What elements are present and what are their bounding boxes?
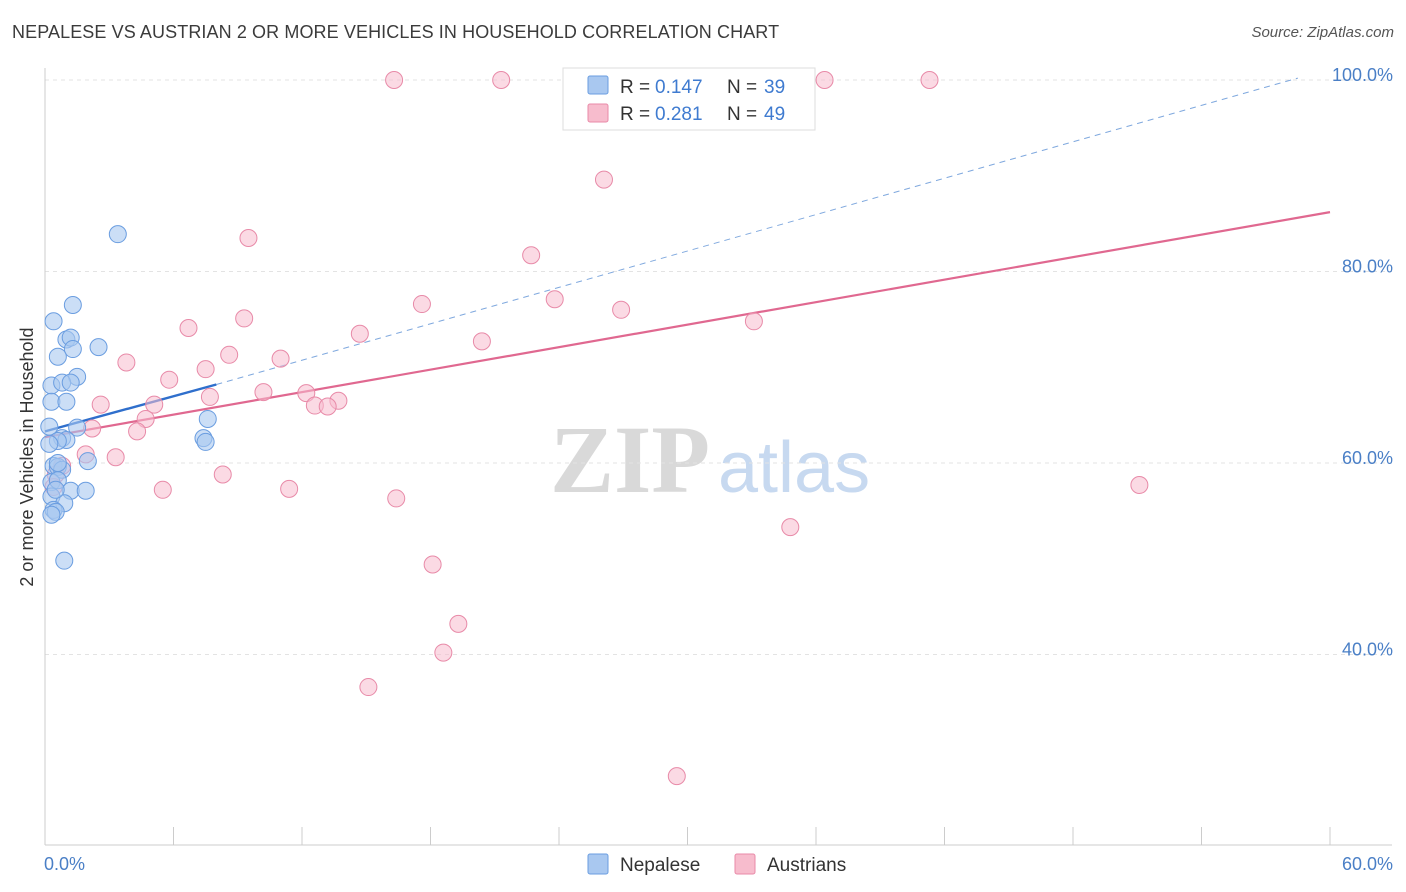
austrians-point [153, 480, 172, 499]
legend-swatch-austrians [587, 103, 609, 123]
nepalese-point [78, 452, 97, 471]
nepalese-point [63, 296, 82, 315]
austrians-point [359, 678, 378, 697]
austrians-point [280, 479, 299, 498]
austrians-point [318, 397, 337, 416]
austrians-point [387, 489, 406, 508]
austrians-point [200, 387, 219, 406]
series-legend: Nepalese Austrians [587, 853, 846, 876]
legend-n-value-nepalese: 39 [764, 77, 785, 98]
y-tick-label: 40.0% [1342, 640, 1393, 660]
stats-legend: R = 0.147 N = 39 R = 0.281 N = 49 [562, 67, 816, 131]
watermark-zip: ZIP [550, 406, 710, 513]
legend-swatch-nepalese [587, 75, 609, 95]
austrians-point [91, 395, 110, 414]
austrians-point [667, 767, 686, 786]
bottom-legend-austrians: Austrians [767, 855, 846, 876]
austrians-point [239, 228, 258, 247]
nepalese-point [42, 505, 61, 524]
austrians-point [412, 295, 431, 314]
nepalese-trend-extension [216, 77, 1299, 385]
austrians-point [385, 71, 404, 89]
austrians-point [612, 300, 631, 319]
y-axis-title: 2 or more Vehicles in Household [17, 327, 37, 586]
austrians-point [220, 345, 239, 364]
austrians-point [136, 409, 155, 428]
bottom-swatch-nepalese [587, 853, 609, 875]
austrians-point [781, 518, 800, 537]
nepalese-point [57, 392, 76, 411]
legend-n-value-austrians: 49 [764, 104, 785, 125]
austrians-point [196, 360, 215, 379]
nepalese-point [55, 551, 74, 570]
austrians-point [145, 395, 164, 414]
chart-title: NEPALESE VS AUSTRIAN 2 OR MORE VEHICLES … [12, 22, 780, 42]
austrians-point [472, 332, 491, 351]
watermark-atlas: atlas [718, 428, 870, 508]
legend-n-label-austrians: N = [727, 104, 757, 125]
austrians-point [160, 370, 179, 389]
x-tick-label: 60.0% [1342, 854, 1393, 874]
nepalese-point [89, 338, 108, 357]
legend-r-value-austrians: 0.281 [655, 104, 703, 125]
nepalese-point [48, 454, 67, 472]
austrians-point [297, 384, 316, 403]
legend-n-label-nepalese: N = [727, 77, 757, 98]
nepalese-point [63, 340, 82, 359]
y-tick-label: 80.0% [1342, 257, 1393, 277]
austrians-point [522, 246, 541, 265]
x-tick-label: 0.0% [44, 854, 85, 874]
legend-r-label-nepalese: R = [620, 77, 650, 98]
austrians-point [106, 448, 125, 467]
bottom-swatch-austrians [734, 853, 756, 875]
austrians-point [594, 170, 613, 189]
legend-r-label-austrians: R = [620, 104, 650, 125]
trend-lines [44, 77, 1331, 439]
austrians-point [1130, 476, 1149, 495]
nepalese-point [108, 225, 127, 244]
austrians-point [213, 465, 232, 484]
axes: 0.0% 60.0% [44, 68, 1393, 874]
nepalese-point [46, 480, 65, 499]
austrians-point [128, 422, 147, 441]
nepalese-point [48, 347, 67, 366]
y-tick-label: 60.0% [1342, 448, 1393, 468]
nepalese-point [198, 409, 217, 428]
austrians-point [254, 383, 273, 402]
austrians-point [117, 353, 136, 372]
gridlines: 40.0% 60.0% 80.0% 100.0% [45, 65, 1393, 660]
austrians-point [492, 71, 511, 89]
nepalese-point [44, 312, 63, 331]
source-label: Source: ZipAtlas.com [1251, 24, 1394, 41]
nepalese-point [61, 373, 80, 392]
austrians-point [235, 309, 254, 328]
austrians-point [434, 643, 453, 662]
austrians-point [449, 614, 468, 633]
nepalese-point [40, 434, 59, 453]
austrians-point [179, 318, 198, 337]
nepalese-point [68, 418, 87, 437]
austrians-point [350, 324, 369, 343]
austrians-point [271, 349, 290, 368]
y-tick-label: 100.0% [1332, 65, 1393, 85]
austrians-point [920, 71, 939, 89]
nepalese-point [196, 432, 215, 451]
legend-r-value-nepalese: 0.147 [655, 77, 703, 98]
austrians-point [423, 555, 442, 574]
austrians-point [815, 71, 834, 89]
austrians-point [545, 290, 564, 309]
bottom-legend-nepalese: Nepalese [620, 855, 700, 876]
data-points [40, 71, 1149, 786]
austrians-point [83, 419, 102, 438]
austrians-point [744, 312, 763, 331]
nepalese-point [76, 481, 95, 500]
nepalese-point [42, 392, 61, 411]
